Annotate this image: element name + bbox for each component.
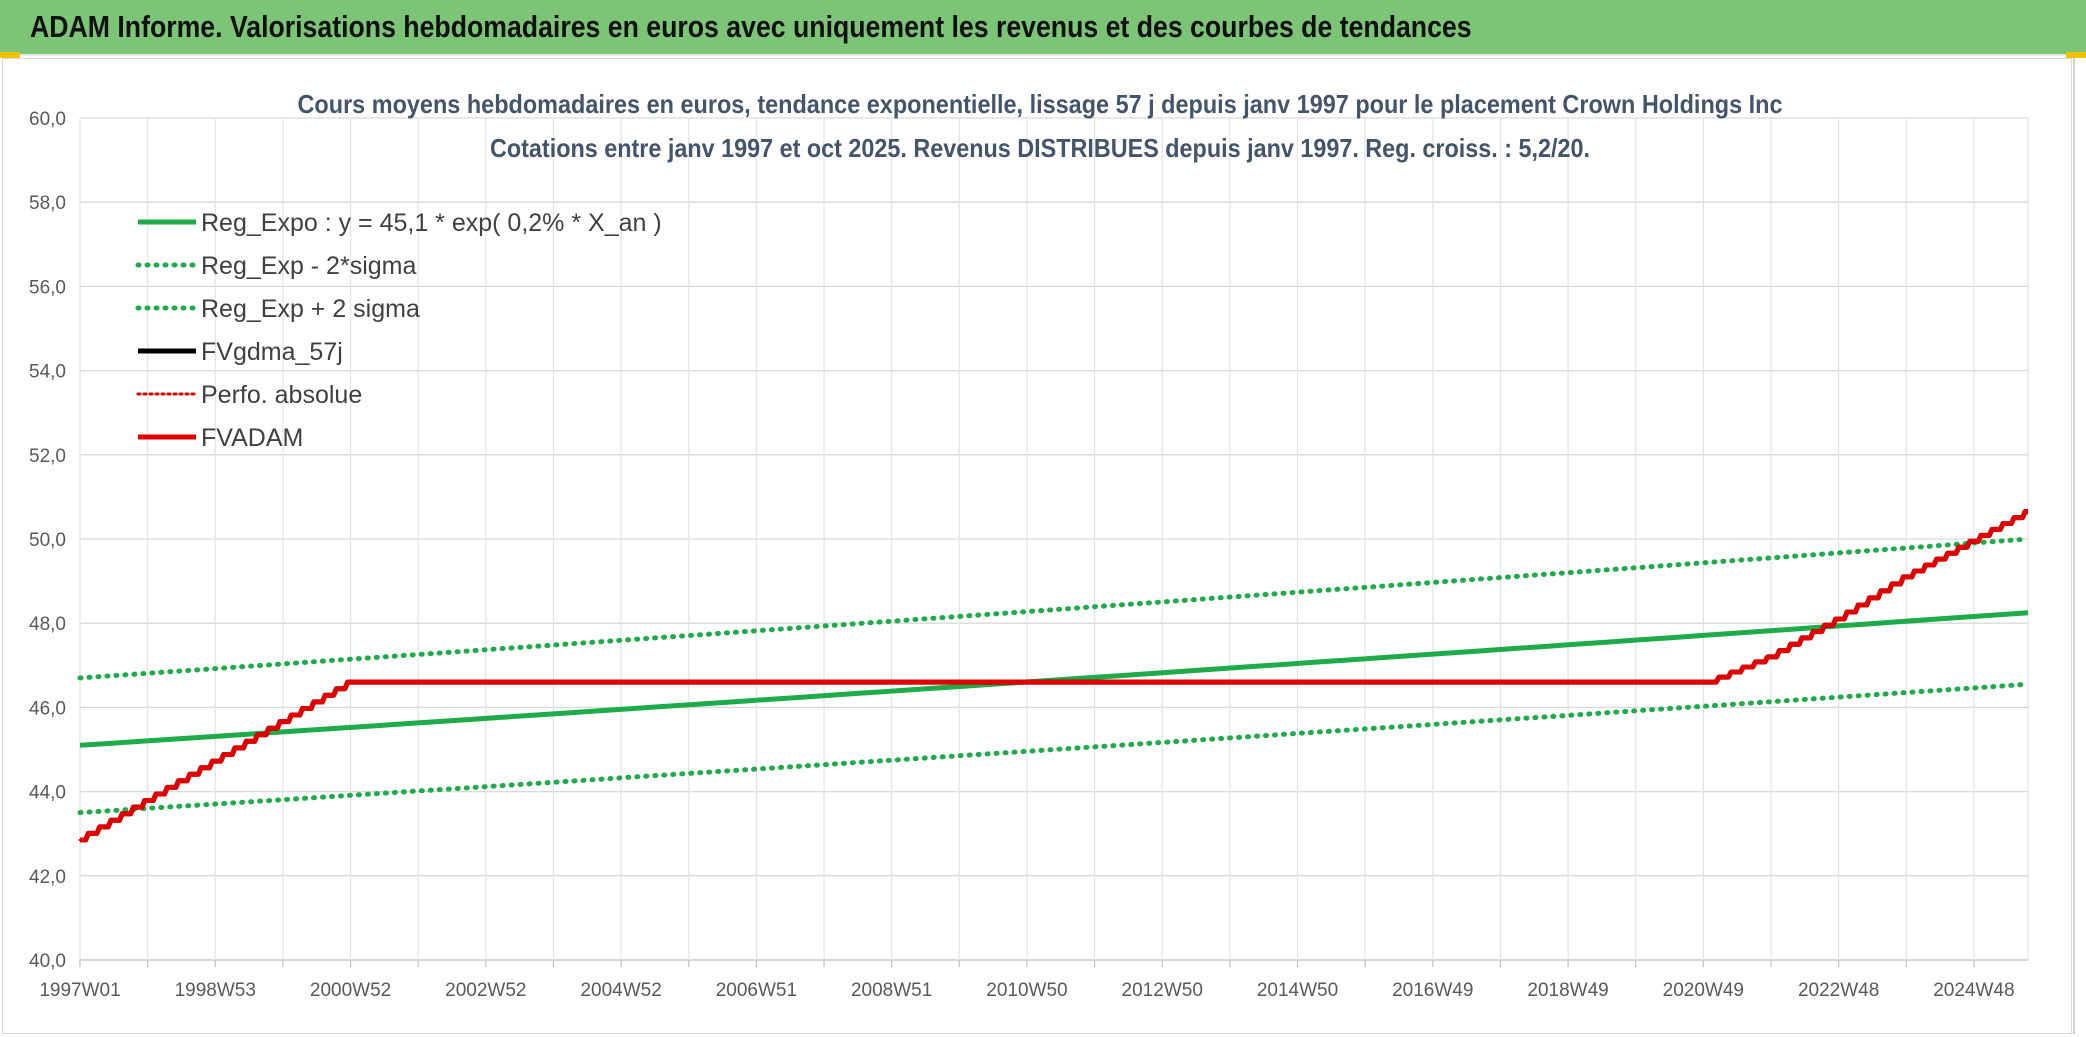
series-line-2: [77, 536, 2031, 681]
series-lines: [77, 509, 2031, 843]
series-line-3: [80, 509, 2028, 843]
y-tick-label: 42,0: [29, 867, 66, 888]
chart-subtitle: Cotations entre janv 1997 et oct 2025. R…: [490, 133, 1590, 163]
legend-label: Perfo. absolue: [201, 381, 362, 409]
y-tick-label: 48,0: [29, 614, 66, 635]
y-tick-label: 54,0: [29, 362, 66, 383]
y-tick-label: 58,0: [29, 193, 66, 214]
y-tick-label: 50,0: [29, 530, 66, 551]
x-tick-label: 2016W49: [1392, 980, 1473, 1001]
report-banner: ADAM Informe. Valorisations hebdomadaire…: [0, 0, 2086, 56]
x-tick-label: 2010W50: [986, 980, 1067, 1001]
x-tick-label: 2006W51: [716, 980, 797, 1001]
x-tick-label: 2018W49: [1527, 980, 1608, 1001]
chart-titles: Cours moyens hebdomadaires en euros, ten…: [298, 89, 1783, 163]
x-tick-label: 2020W49: [1663, 980, 1744, 1001]
legend: Reg_Expo : y = 45,1 * exp( 0,2% * X_an )…: [135, 209, 662, 452]
x-tick-label: 2012W50: [1122, 980, 1203, 1001]
x-tick-label: 2022W48: [1798, 980, 1879, 1001]
legend-label: Reg_Exp - 2*sigma: [201, 252, 416, 280]
x-tick-label: 1997W01: [39, 980, 120, 1001]
corner-accent-left: [0, 52, 20, 58]
x-tick-label: 2000W52: [310, 980, 391, 1001]
y-tick-label: 60,0: [29, 109, 66, 130]
y-tick-label: 46,0: [29, 698, 66, 719]
y-tick-label: 56,0: [29, 277, 66, 298]
x-tick-label: 2024W48: [1933, 980, 2014, 1001]
y-tick-label: 40,0: [29, 951, 66, 972]
x-tick-label: 2004W52: [580, 980, 661, 1001]
x-tick-label: 2002W52: [445, 980, 526, 1001]
series-line-4: [78, 510, 2030, 842]
x-tick-label: 2008W51: [851, 980, 932, 1001]
x-tick-labels: 1997W01 1998W53 2000W52 2002W52 2004W52 2006W…: [39, 980, 2014, 1001]
legend-label: Reg_Expo : y = 45,1 * exp( 0,2% * X_an ): [201, 209, 662, 237]
chart-frame: [2, 58, 2072, 1034]
series-line-1: [77, 681, 2031, 816]
report-title: ADAM Informe. Valorisations hebdomadaire…: [30, 9, 1472, 44]
series-line-0: [79, 610, 2029, 748]
y-tick-label: 44,0: [29, 783, 66, 804]
x-tick-label: 2014W50: [1257, 980, 1338, 1001]
y-tick-labels: 40,0 42,0 44,0 46,0 48,0 50,0 52,0 54,0 56,0 58,0…: [29, 109, 66, 972]
legend-label: Reg_Exp + 2 sigma: [201, 295, 420, 323]
corner-accent-right: [2066, 52, 2086, 58]
series-line-5: [80, 509, 2028, 843]
legend-label: FVgdma_57j: [201, 338, 343, 366]
gridlines: [79, 117, 2029, 967]
right-edge-panel: [2073, 58, 2086, 1034]
y-tick-label: 52,0: [29, 446, 66, 467]
chart-title: Cours moyens hebdomadaires en euros, ten…: [298, 89, 1783, 119]
x-tick-label: 1998W53: [175, 980, 256, 1001]
legend-label: FVADAM: [201, 424, 303, 452]
